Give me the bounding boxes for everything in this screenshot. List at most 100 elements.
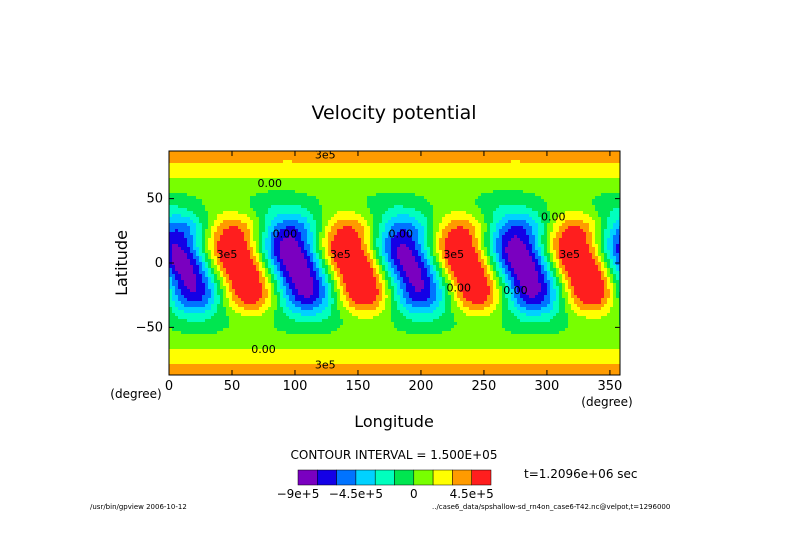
field-cell (511, 154, 515, 158)
field-cell (415, 220, 419, 224)
field-cell (190, 166, 194, 170)
field-cell (238, 211, 242, 215)
field-cell (307, 184, 311, 188)
field-cell (535, 157, 539, 161)
field-cell (178, 217, 182, 221)
field-cell (199, 178, 203, 182)
field-cell (169, 163, 173, 167)
field-cell (538, 154, 542, 158)
field-cell (478, 235, 482, 239)
field-cell (604, 151, 608, 155)
field-cell (562, 229, 566, 233)
field-cell (592, 217, 596, 221)
field-cell (565, 193, 569, 197)
field-cell (601, 187, 605, 191)
field-cell (334, 154, 338, 158)
field-cell (211, 217, 215, 221)
field-cell (433, 178, 437, 182)
field-cell (568, 226, 572, 230)
field-cell (547, 241, 551, 245)
field-cell (217, 181, 221, 185)
field-cell (259, 208, 263, 212)
field-cell (382, 211, 386, 215)
field-cell (214, 154, 218, 158)
field-cell (262, 202, 266, 206)
field-cell (385, 232, 389, 236)
field-cell (229, 217, 233, 221)
field-cell (472, 187, 476, 191)
field-cell (466, 220, 470, 224)
field-cell (433, 166, 437, 170)
field-cell (292, 166, 296, 170)
field-cell (382, 229, 386, 233)
field-cell (586, 154, 590, 158)
field-cell (511, 247, 515, 251)
field-cell (589, 154, 593, 158)
field-cell (388, 235, 392, 239)
field-cell (403, 220, 407, 224)
field-cell (496, 202, 500, 206)
field-cell (469, 211, 473, 215)
field-cell (556, 187, 560, 191)
field-cell (475, 190, 479, 194)
field-cell (517, 226, 521, 230)
field-cell (319, 211, 323, 215)
field-cell (466, 241, 470, 245)
field-cell (355, 178, 359, 182)
field-cell (346, 238, 350, 242)
field-cell (376, 181, 380, 185)
field-cell (265, 217, 269, 221)
field-cell (370, 160, 374, 164)
field-cell (175, 247, 179, 251)
field-cell (517, 181, 521, 185)
field-cell (562, 193, 566, 197)
field-cell (568, 187, 572, 191)
field-cell (235, 184, 239, 188)
field-cell (361, 202, 365, 206)
field-cell (337, 169, 341, 173)
field-cell (574, 208, 578, 212)
field-cell (283, 202, 287, 206)
field-cell (583, 247, 587, 251)
field-cell (454, 157, 458, 161)
field-cell (538, 178, 542, 182)
field-cell (220, 208, 224, 212)
field-cell (421, 205, 425, 209)
field-cell (214, 211, 218, 215)
field-cell (472, 247, 476, 251)
field-cell (373, 241, 377, 245)
field-cell (196, 154, 200, 158)
field-cell (208, 244, 212, 248)
field-cell (550, 181, 554, 185)
field-cell (202, 220, 206, 224)
field-cell (544, 202, 548, 206)
field-cell (361, 196, 365, 200)
field-cell (520, 247, 524, 251)
field-cell (412, 196, 416, 200)
field-cell (214, 202, 218, 206)
field-cell (214, 193, 218, 197)
field-cell (175, 193, 179, 197)
field-cell (280, 199, 284, 203)
field-cell (598, 226, 602, 230)
field-cell (487, 187, 491, 191)
field-cell (199, 181, 203, 185)
field-cell (478, 160, 482, 164)
field-cell (364, 199, 368, 203)
field-cell (397, 202, 401, 206)
field-cell (433, 202, 437, 206)
field-cell (361, 184, 365, 188)
field-cell (259, 232, 263, 236)
field-cell (577, 175, 581, 179)
field-cell (334, 199, 338, 203)
field-cell (316, 217, 320, 221)
field-cell (421, 154, 425, 158)
field-cell (313, 235, 317, 239)
field-cell (388, 223, 392, 227)
field-cell (337, 199, 341, 203)
field-cell (220, 199, 224, 203)
field-cell (364, 205, 368, 209)
field-cell (514, 163, 518, 167)
field-cell (487, 220, 491, 224)
field-cell (202, 163, 206, 167)
